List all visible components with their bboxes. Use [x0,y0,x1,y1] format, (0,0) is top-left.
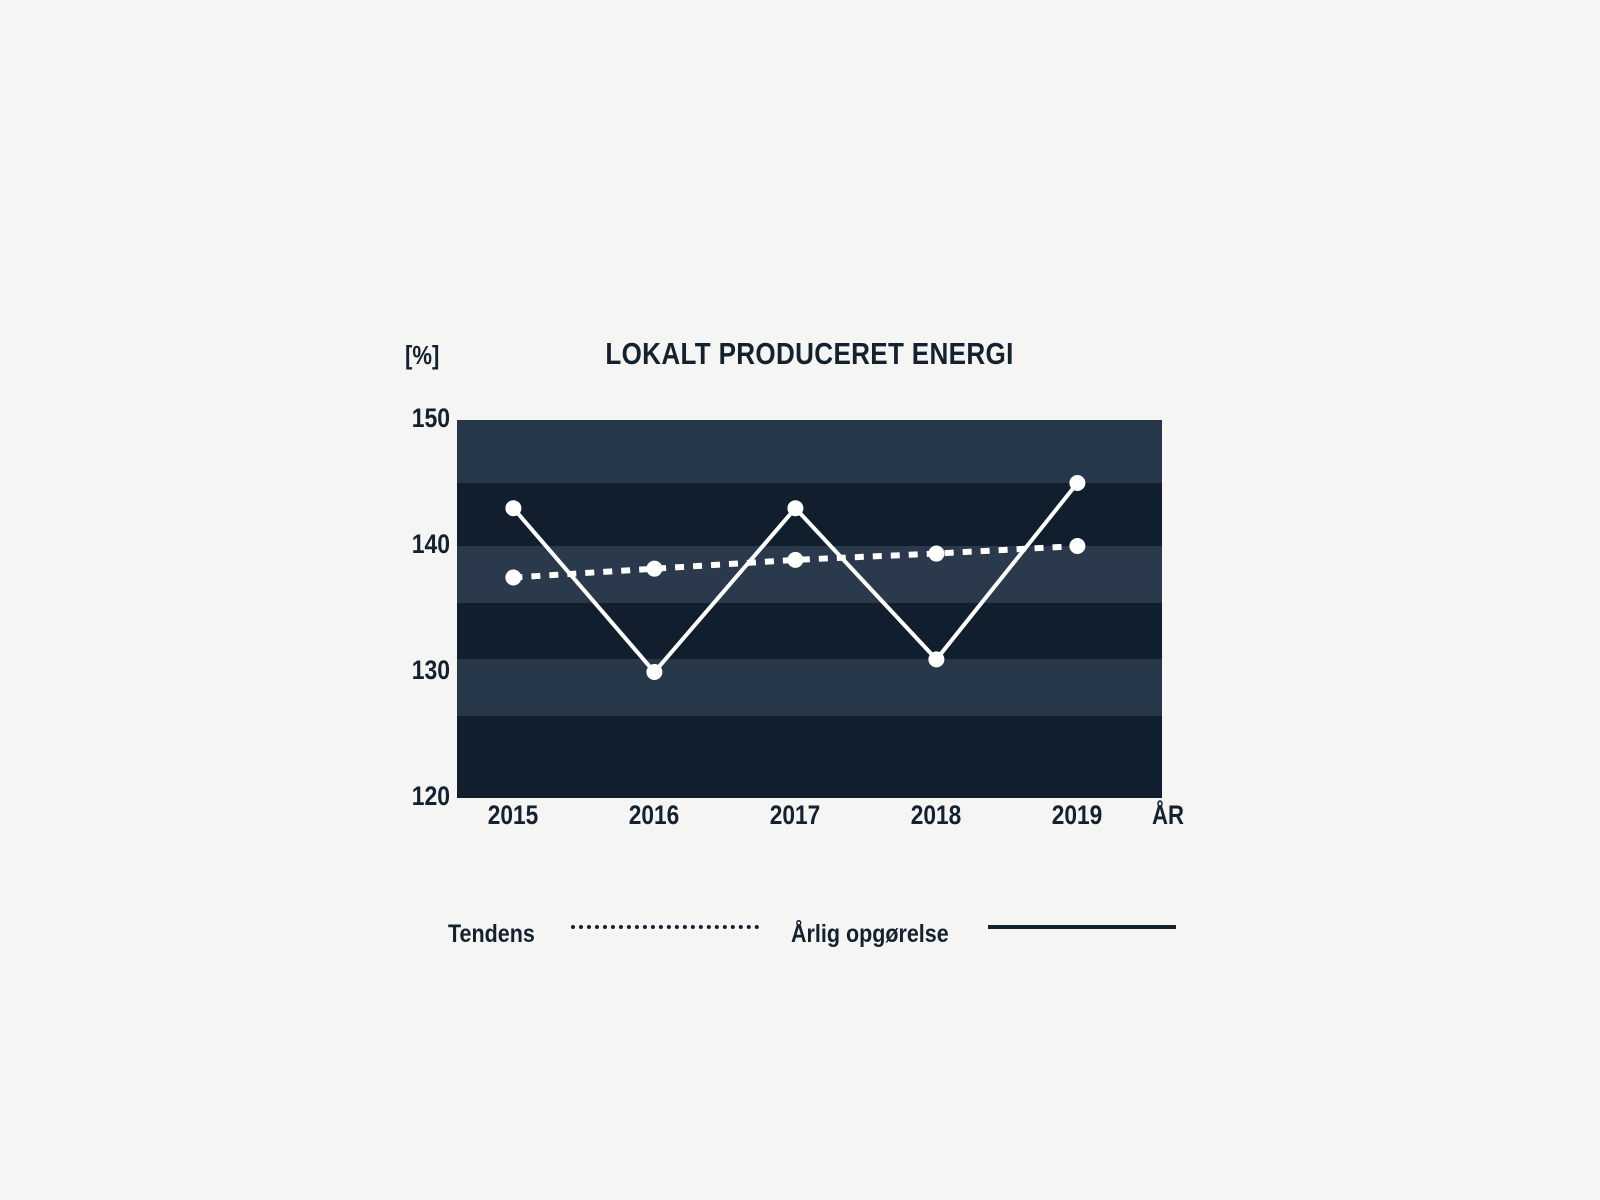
legend-item-tendens: Tendens [448,912,759,956]
x-tick-label: 2017 [770,800,821,830]
y-tick-label: 120 [411,781,450,811]
data-point-marker [928,545,945,562]
x-axis-title: ÅR [1152,800,1184,830]
x-tick-label: 2019 [1052,800,1103,830]
data-point-marker [505,569,522,586]
y-tick-label: 130 [411,655,450,685]
legend-label-aarlig-opgoerelse: Årlig opgørelse [791,919,949,948]
series-line-trend [513,543,1078,581]
data-point-marker [787,500,804,517]
x-tick-label: 2018 [911,800,962,830]
data-point-marker [1069,538,1086,554]
data-point-marker [1069,475,1086,491]
y-tick-label: 150 [411,403,450,433]
data-point-marker [646,560,663,577]
y-tick-label: 140 [411,529,450,559]
data-point-marker [928,651,945,668]
y-axis-unit-label: [%] [405,340,440,370]
data-point-marker [787,551,804,568]
legend-swatch-dotted [570,925,759,943]
background-band [457,483,1162,547]
series-layer [505,475,1086,680]
data-point-marker [505,500,522,517]
plot-area [457,420,1162,798]
y-axis-tick-labels: 150 140 130 120 [390,0,450,1200]
legend-item-aarlig-opgoerelse: Årlig opgørelse [791,912,1177,956]
background-band [457,602,1162,660]
legend-swatch-solid [988,925,1177,943]
background-band [457,716,1162,798]
data-point-marker [646,664,663,680]
x-tick-label: 2015 [488,800,539,830]
background-band [457,420,1162,484]
background-band [457,659,1162,717]
legend-label-tendens: Tendens [448,919,535,948]
x-tick-label: 2016 [629,800,680,830]
chart-title: LOKALT PRODUCERET ENERGI [605,336,1014,371]
